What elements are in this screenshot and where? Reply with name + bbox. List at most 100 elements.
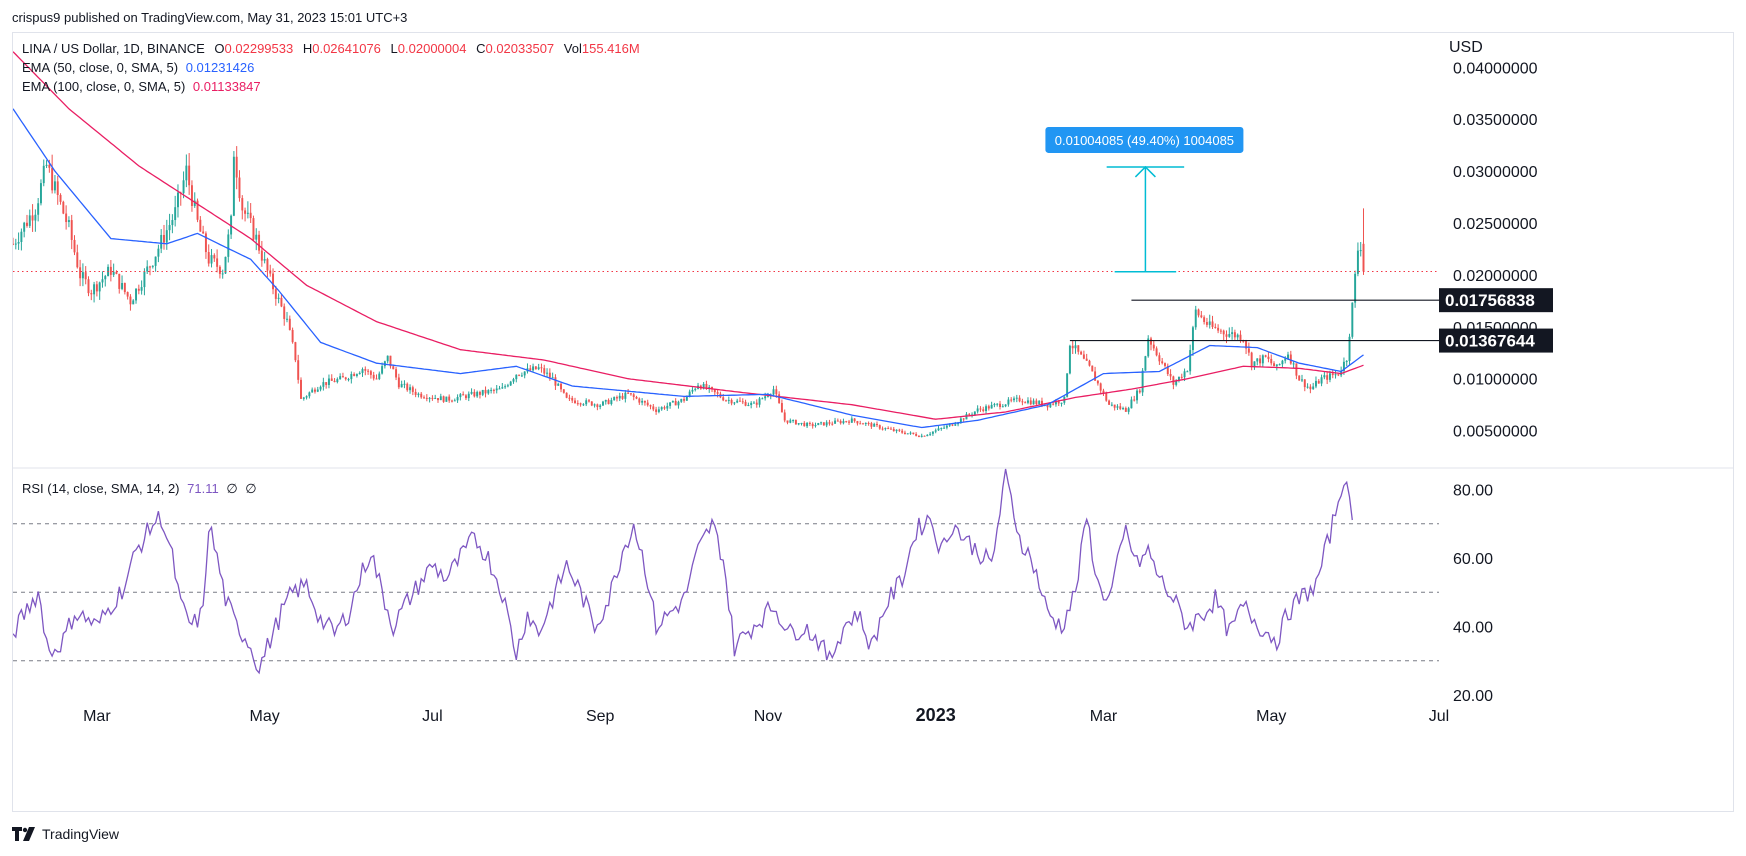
candle-body bbox=[901, 430, 904, 433]
candle-body bbox=[1214, 326, 1217, 328]
candle-body bbox=[193, 200, 196, 207]
candle-body bbox=[31, 215, 34, 221]
chart-frame[interactable]: 0.01756838 0.01367644 0.01004085 (49.40%) … bbox=[12, 32, 1734, 812]
ema50-label: EMA (50, close, 0, SMA, 5) bbox=[22, 60, 179, 75]
rsi-label: RSI (14, close, SMA, 14, 2) bbox=[22, 481, 180, 496]
candle-body bbox=[1122, 408, 1125, 410]
candle-body bbox=[1108, 400, 1111, 405]
candle-body bbox=[629, 393, 632, 395]
candle-body bbox=[836, 420, 839, 422]
candle-body bbox=[990, 404, 993, 409]
time-tick-label: Jul bbox=[1429, 708, 1449, 725]
candle-body bbox=[518, 374, 521, 376]
price-chart[interactable]: 0.01756838 0.01367644 0.01004085 (49.40%) … bbox=[13, 33, 1733, 811]
candle-body bbox=[339, 376, 342, 380]
candle-body bbox=[739, 400, 741, 402]
axis-layer: 0.04000000 0.03500000 0.03000000 0.02500000… bbox=[83, 60, 1538, 725]
candle-body bbox=[1015, 397, 1018, 399]
candle-body bbox=[126, 292, 129, 297]
candle-body bbox=[464, 395, 467, 399]
candle-body bbox=[252, 218, 255, 240]
rsi-tick-label: 40.00 bbox=[1453, 620, 1493, 637]
candle-body bbox=[1032, 400, 1035, 405]
candle-body bbox=[576, 403, 579, 405]
candle-body bbox=[101, 279, 104, 283]
candle-body bbox=[434, 398, 437, 400]
measure-arrow-head bbox=[1134, 165, 1156, 178]
candle-body bbox=[1060, 402, 1063, 404]
candle-body bbox=[758, 398, 761, 405]
candle-body bbox=[1228, 334, 1231, 337]
candle-body bbox=[590, 401, 593, 406]
candle-body bbox=[780, 403, 783, 413]
candle-body bbox=[1077, 345, 1080, 352]
candle-body bbox=[641, 400, 644, 403]
candle-body bbox=[1328, 373, 1331, 380]
candles-layer bbox=[13, 146, 1365, 438]
rsi-value: 71.11 bbox=[187, 481, 219, 496]
ema100-legend[interactable]: EMA (100, close, 0, SMA, 5) 0.01133847 bbox=[22, 79, 261, 94]
candle-body bbox=[867, 423, 870, 425]
candle-body bbox=[1046, 404, 1049, 408]
candle-body bbox=[906, 433, 909, 435]
candle-body bbox=[121, 283, 124, 289]
candle-body bbox=[313, 389, 316, 392]
price-tick-label: 0.04000000 bbox=[1453, 60, 1538, 77]
candle-body bbox=[1074, 345, 1077, 349]
candle-body bbox=[1102, 390, 1105, 394]
candle-body bbox=[241, 198, 244, 211]
price-tick-label: 0.02500000 bbox=[1453, 216, 1538, 233]
rsi-legend[interactable]: RSI (14, close, SMA, 14, 2) 71.11 ∅ ∅ bbox=[22, 481, 257, 497]
symbol-header: LINA / US Dollar, 1D, BINANCE O0.0229953… bbox=[22, 41, 646, 56]
candle-body bbox=[657, 409, 660, 412]
candle-body bbox=[652, 406, 655, 410]
candle-body bbox=[1211, 321, 1214, 327]
candle-body bbox=[34, 214, 37, 221]
ohlc-low: L0.02000004 bbox=[390, 41, 467, 56]
candle-body bbox=[820, 422, 823, 424]
candle-body bbox=[786, 420, 789, 423]
candle-body bbox=[618, 395, 621, 399]
candle-body bbox=[506, 385, 509, 387]
candle-body bbox=[976, 408, 979, 412]
brand-name: TradingView bbox=[42, 826, 120, 842]
candle-body bbox=[451, 400, 453, 402]
candle-body bbox=[870, 423, 873, 427]
currency-label[interactable]: USD bbox=[1449, 39, 1483, 56]
candle-body bbox=[1158, 355, 1161, 362]
candle-body bbox=[104, 276, 107, 280]
candle-body bbox=[895, 429, 898, 432]
candle-body bbox=[45, 164, 48, 166]
candle-body bbox=[39, 183, 42, 204]
candle-body bbox=[73, 239, 76, 253]
candle-body bbox=[744, 401, 747, 406]
candle-body bbox=[185, 165, 188, 181]
candle-body bbox=[621, 395, 624, 399]
candle-body bbox=[445, 396, 448, 402]
candle-body bbox=[1057, 401, 1060, 404]
candle-body bbox=[909, 432, 912, 434]
price-tick-label: 0.02000000 bbox=[1453, 268, 1538, 285]
candle-body bbox=[112, 271, 115, 275]
ema50-legend[interactable]: EMA (50, close, 0, SMA, 5) 0.01231426 bbox=[22, 60, 254, 75]
candle-body bbox=[574, 400, 576, 404]
candle-body bbox=[37, 203, 40, 215]
tradingview-brand[interactable]: TradingView bbox=[12, 826, 119, 842]
candle-body bbox=[1136, 390, 1139, 401]
candle-body bbox=[1091, 365, 1094, 372]
candle-body bbox=[14, 243, 17, 245]
candle-body bbox=[822, 422, 825, 426]
candle-body bbox=[48, 164, 51, 168]
candle-body bbox=[274, 289, 277, 299]
candle-body bbox=[160, 234, 163, 249]
candle-body bbox=[926, 434, 929, 437]
candle-body bbox=[350, 374, 353, 380]
candle-body bbox=[411, 387, 414, 392]
candle-body bbox=[288, 318, 291, 330]
candle-body bbox=[98, 282, 101, 292]
candle-body bbox=[255, 234, 258, 240]
candle-body bbox=[979, 408, 982, 410]
annotations-layer: 0.01756838 0.01367644 0.01004085 (49.40%) … bbox=[13, 126, 1553, 353]
candle-body bbox=[168, 225, 171, 231]
candle-body bbox=[428, 397, 431, 399]
